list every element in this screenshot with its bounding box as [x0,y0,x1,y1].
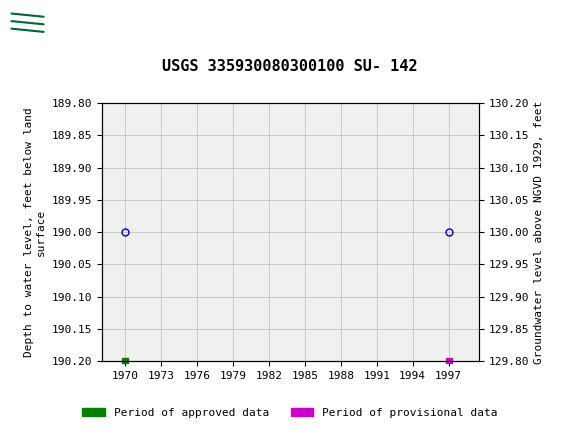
Bar [3,3,52,35]
Text: USGS: USGS [61,10,101,28]
Legend: Period of approved data, Period of provisional data: Period of approved data, Period of provi… [78,403,502,422]
Y-axis label: Depth to water level, feet below land
surface: Depth to water level, feet below land su… [24,108,46,357]
Bar [122,358,128,363]
Text: USGS 335930080300100 SU- 142: USGS 335930080300100 SU- 142 [162,59,418,74]
Bar [445,358,452,363]
Y-axis label: Groundwater level above NGVD 1929, feet: Groundwater level above NGVD 1929, feet [534,101,544,364]
